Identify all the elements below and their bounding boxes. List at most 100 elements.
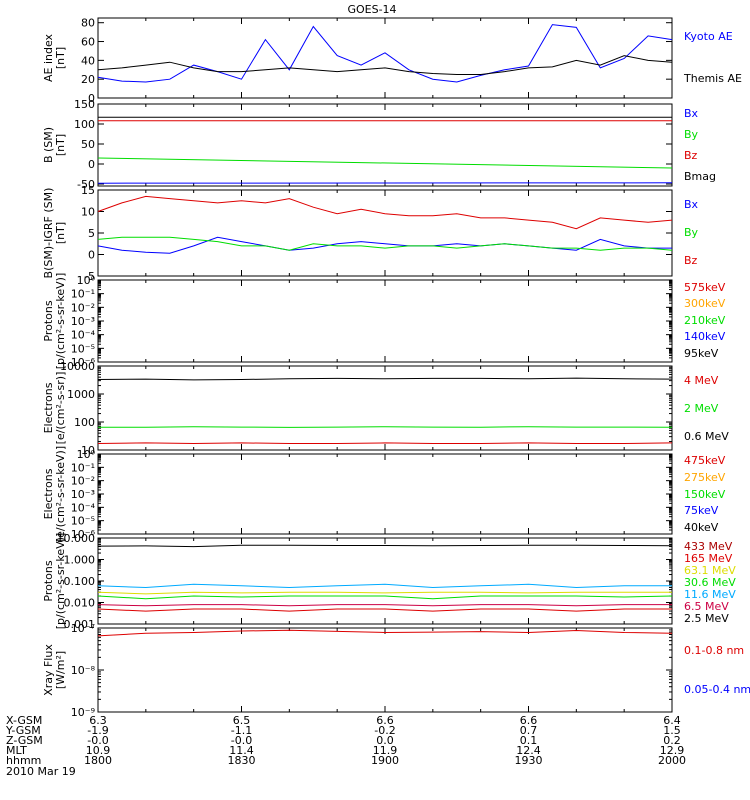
- y-tick-label: -50: [77, 178, 95, 191]
- footer-value: 0.0: [376, 734, 394, 747]
- legend-entry: Bx: [684, 107, 699, 120]
- series-line-kyoto-ae: [97, 24, 673, 83]
- legend-entry: 11.6 MeV: [684, 588, 736, 601]
- series-line-0-1-0-8-nm: [97, 629, 673, 637]
- footer-value: -1.1: [231, 724, 252, 737]
- y-tick-label: 10: [81, 206, 95, 219]
- legend-entry: 150keV: [684, 488, 726, 501]
- y-tick-label: 20: [81, 73, 95, 86]
- y-tick-label: 10.000: [57, 532, 96, 545]
- y-tick-label: 10⁻⁹: [71, 706, 95, 719]
- y-tick-label: 1.000: [64, 554, 96, 567]
- footer-value: 12.4: [516, 744, 541, 757]
- y-tick-label: 10⁻⁵: [71, 515, 95, 528]
- panel-frame: [97, 189, 673, 277]
- legend-entry: 4 MeV: [684, 374, 719, 387]
- footer-ephemeris: X-GSM 6.3 6.5 6.6 6.6 6.4 Y-GSM -1.9 -1.1 -0.2 0.7…: [5, 714, 686, 778]
- legend-entry: Themis AE: [683, 72, 742, 85]
- y-tick-label: 10⁻⁵: [71, 342, 95, 355]
- legend-entry: 0.1-0.8 nm: [684, 644, 744, 657]
- footer-value: 1900: [371, 754, 399, 767]
- legend-entry: By: [684, 128, 699, 141]
- y-tick-label: 100: [74, 118, 95, 131]
- series-line-by: [97, 236, 673, 251]
- panel-frame: [97, 17, 673, 99]
- y-tick-label: 5: [88, 227, 95, 240]
- panel-frame: [97, 453, 673, 535]
- legend-entry: 300keV: [684, 297, 726, 310]
- panel-frame: [97, 627, 673, 713]
- footer-value: 6.3: [89, 714, 107, 727]
- footer-value: -0.0: [231, 734, 252, 747]
- legend-entry: 433 MeV: [684, 540, 733, 553]
- y-tick-label: 10⁻⁴: [71, 501, 96, 514]
- panel-ae: 0 20 40 60 80 AE index [nT] Kyoto AE Themis AE: [42, 17, 742, 105]
- chart-title: GOES-14: [347, 3, 396, 16]
- legend-entry: 6.5 MeV: [684, 600, 729, 613]
- legend-entry: 0.05-0.4 nm: [684, 683, 750, 696]
- legend-entry: 475keV: [684, 454, 726, 467]
- series-line-by: [97, 157, 673, 169]
- y-axis-label: Electrons: [42, 382, 55, 433]
- footer-value: 6.6: [376, 714, 394, 727]
- footer-value: 6.6: [520, 714, 538, 727]
- y-axis-label: [e/(cm²-s-sr)]: [54, 372, 67, 445]
- series-line-6-5-mev: [97, 604, 672, 607]
- y-tick-label: 80: [81, 17, 95, 30]
- footer-value: 0.7: [520, 724, 538, 737]
- y-tick-label: 10⁻⁷: [71, 622, 95, 635]
- y-axis-label: B (SM): [42, 127, 55, 163]
- legend-entry: 75keV: [684, 504, 719, 517]
- panel-frame: [97, 279, 673, 363]
- legend-entry: 95keV: [684, 347, 719, 360]
- footer-value: 11.9: [373, 744, 398, 757]
- footer-date: 2010 Mar 19: [6, 765, 76, 778]
- legend-entry: By: [684, 226, 699, 239]
- y-tick-label: 100: [74, 416, 95, 429]
- panel-frame: [97, 103, 673, 187]
- y-axis-label: AE index: [42, 33, 55, 82]
- y-tick-label: 1000: [67, 388, 95, 401]
- series-line-11-6-mev: [97, 583, 672, 589]
- footer-row-name: Z-GSM: [6, 734, 43, 747]
- y-axis-label: B(SM)-IGRF (SM): [42, 188, 55, 279]
- y-tick-label: 10⁰: [77, 448, 96, 461]
- panel-electrons_mev: 10000 1000 100 10 Electrons [e/(cm²-s-sr)] 4 M…: [42, 360, 729, 457]
- y-tick-label: -5: [84, 270, 95, 283]
- footer-value: 2000: [658, 754, 686, 767]
- y-tick-label: 150: [74, 98, 95, 111]
- footer-value: -0.2: [374, 724, 395, 737]
- footer-value: -0.0: [87, 734, 108, 747]
- y-axis-label: [nT]: [54, 47, 67, 69]
- y-tick-label: 10⁻⁸: [71, 664, 96, 677]
- y-tick-label: 10⁻¹: [71, 288, 95, 301]
- y-axis-label: [e/(cm²-s-sr-keV)]: [54, 446, 67, 542]
- panel-b_sm: -50 0 50 100 150 B (SM) [nT] Bx By Bz Bmag: [42, 98, 716, 191]
- series-line-themis-ae: [97, 55, 673, 75]
- legend-entry: 2.5 MeV: [684, 612, 729, 625]
- y-axis-label: Electrons: [42, 468, 55, 519]
- y-tick-label: 10000: [60, 360, 95, 373]
- y-tick-label: 0.100: [64, 575, 96, 588]
- series-line-bx: [97, 236, 672, 254]
- footer-value: 6.4: [663, 714, 681, 727]
- footer-value: 6.5: [233, 714, 251, 727]
- legend-entry: Bmag: [684, 170, 716, 183]
- footer-value: 1800: [84, 754, 112, 767]
- y-tick-label: 10⁻³: [71, 488, 95, 501]
- legend-entry: Bx: [684, 198, 699, 211]
- legend-entry: Bz: [684, 254, 698, 267]
- footer-value: 0.2: [663, 734, 681, 747]
- y-tick-label: 10⁻¹: [71, 461, 95, 474]
- y-tick-label: 10⁻⁶: [71, 528, 96, 541]
- y-tick-label: 50: [81, 138, 95, 151]
- footer-row-name: X-GSM: [6, 714, 42, 727]
- y-tick-label: 0: [88, 158, 95, 171]
- y-tick-label: 10: [81, 444, 95, 457]
- y-tick-label: 60: [81, 36, 95, 49]
- series-line-bz: [97, 195, 673, 230]
